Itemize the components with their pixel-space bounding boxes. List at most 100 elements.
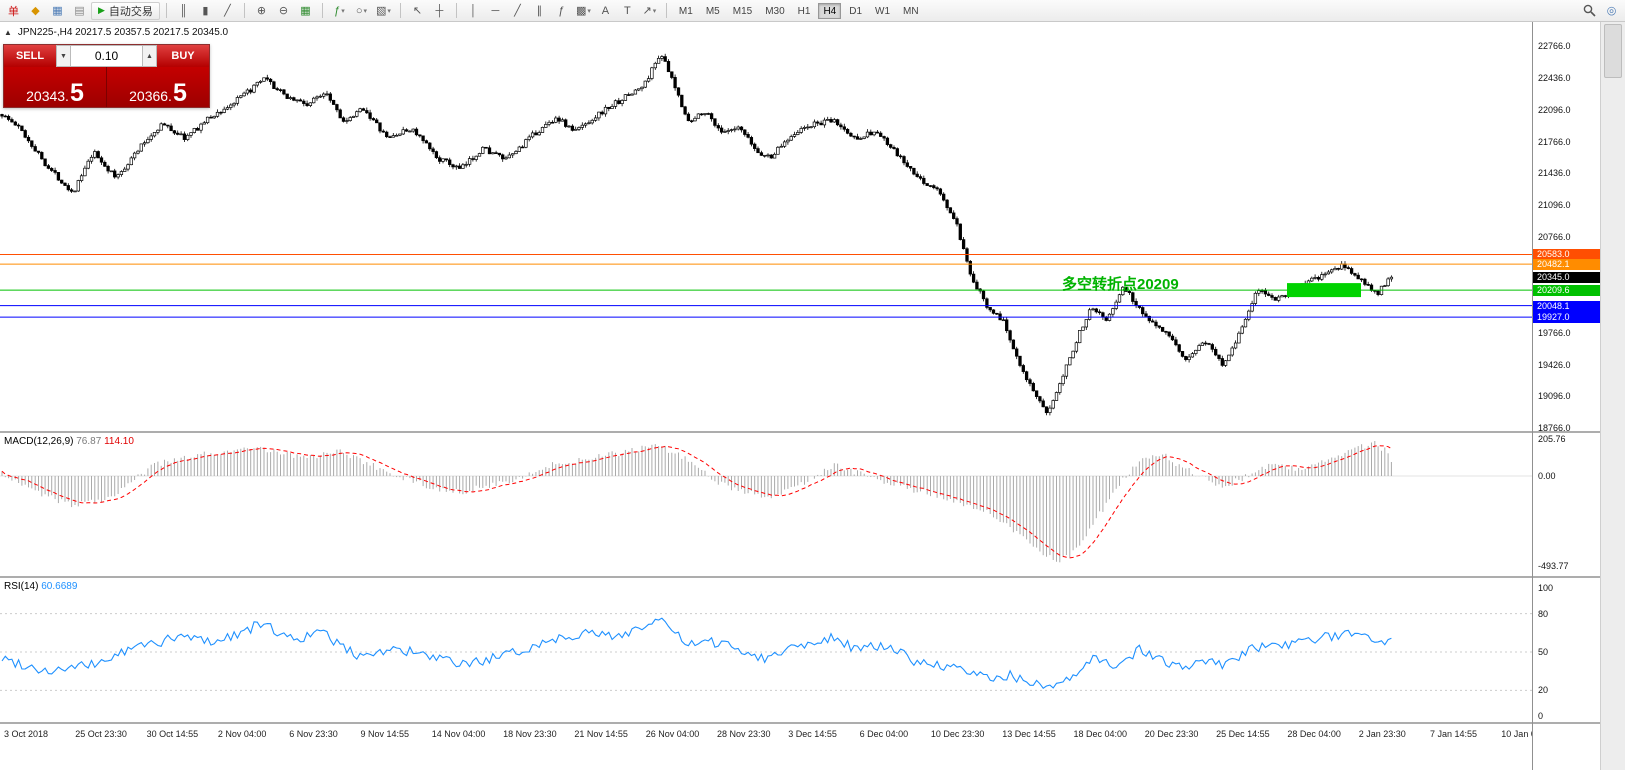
rsi-label: RSI(14) 60.6689 [4,581,77,592]
zoom-out-icon[interactable]: ⊖ [278,5,289,17]
toolbar-separator [665,3,667,18]
dropdown-arrow-icon[interactable]: ▾ [363,7,367,15]
axis-tick-label: 21096.0 [1538,200,1571,211]
time-axis[interactable]: 3 Oct 2018 25 Oct 23:30 30 Oct 14:55 2 Nov … [0,724,1553,747]
time-axis-label: 25 Dec 14:55 [1216,729,1270,739]
timeframe-m30-button[interactable]: M30 [765,5,785,17]
sell-price-display[interactable]: 20343. 5 [4,67,106,107]
indicators-icon[interactable]: ƒ ▾ [334,4,345,17]
pane-separator [1533,431,1601,433]
price-level-tag: 20583.0 [1533,249,1600,261]
price-level-tag: 19927.0 [1533,312,1600,324]
timeframe-m15-button[interactable]: M15 [732,5,753,17]
toolbar-separator [399,3,401,18]
pane-separator [1533,576,1601,578]
dropdown-arrow-icon[interactable]: ▾ [387,7,391,15]
trade-panel-prices: 20343. 5 20366. 5 [4,67,209,107]
lot-size-input[interactable] [71,45,142,67]
orders-icon[interactable]: 单 [8,5,19,18]
sell-button[interactable]: SELL [4,45,56,67]
candlestick-chart-icon[interactable]: ▮ [202,5,209,17]
price-level-tag: 20345.0 [1533,272,1600,284]
price-level-tag: 20482.1 [1533,259,1600,271]
new-order-icon[interactable]: ◆ [31,5,40,17]
macd-signal-value: 114.10 [104,436,134,447]
time-axis-label: 28 Dec 04:00 [1287,729,1341,739]
charts-column: ▲ JPN225-,H4 20217.5 20357.5 20217.5 203… [0,22,1553,770]
macd-indicator-pane[interactable]: MACD(12,26,9) 76.87 114.10 [0,433,1532,578]
crosshair-icon[interactable]: ┼ [435,4,444,17]
axis-tick-label: 21436.0 [1538,168,1571,178]
vertical-scrollbar[interactable] [1600,22,1625,770]
auto-arrange-icon[interactable]: ▦ [300,5,311,17]
trendline-icon[interactable]: ╱ [514,5,521,17]
pane-separator [1533,722,1601,724]
toolbar-separator [243,3,245,18]
terminal-icon[interactable]: ▤ [74,5,85,17]
time-axis-label: 30 Oct 14:55 [146,729,199,739]
chart-annotation-text: 多空转折点20209 [1062,276,1179,294]
dropdown-arrow-icon[interactable]: ▾ [341,7,345,15]
time-axis-label: 9 Nov 14:55 [360,729,410,739]
timeframe-w1-button[interactable]: W1 [875,5,891,17]
time-axis-label: 18 Nov 23:30 [503,729,557,739]
time-axis-label: 20 Dec 23:30 [1144,729,1199,739]
timeframe-m1-button[interactable]: M1 [678,5,693,17]
vertical-line-icon[interactable]: │ [469,4,477,17]
scrollbar-thumb[interactable] [1604,24,1622,78]
equidistant-channel-icon[interactable]: ∥ [536,5,543,17]
timeframe-m5-button[interactable]: M5 [705,5,720,17]
axis-tick-label: 18766.0 [1538,423,1571,433]
axis-tick-label: 20 [1538,685,1549,696]
time-axis-label: 26 Nov 04:00 [645,729,700,739]
text-label-icon[interactable]: T [624,4,631,17]
time-axis-label: 21 Nov 14:55 [574,729,628,739]
lot-increase-button[interactable]: ▲ [142,45,157,67]
buy-price-display[interactable]: 20366. 5 [106,67,209,107]
bar-chart-icon[interactable]: ║ [179,4,188,17]
timeframe-mn-button[interactable]: MN [903,5,919,17]
rsi-name: RSI(14) [4,581,39,592]
time-axis-label: 18 Dec 04:00 [1073,729,1128,739]
buy-button[interactable]: BUY [157,45,209,67]
cursor-icon[interactable]: ↖ [412,5,423,17]
periods-icon[interactable]: ○ ▾ [355,4,367,17]
dropdown-arrow-icon[interactable]: ▾ [652,7,657,15]
price-axis-column[interactable]: 22766.0 22436.0 22096.0 21766.0 21436.0 21096… [1532,22,1601,770]
arrows-icon[interactable]: ↗ ▾ [642,5,657,17]
one-click-toggle-icon[interactable]: ▲ [4,28,12,37]
buy-price-main: 20366. [129,88,172,104]
time-axis-label: 14 Nov 04:00 [431,729,486,739]
price-chart-pane[interactable]: ▲ JPN225-,H4 20217.5 20357.5 20217.5 203… [0,22,1532,433]
shapes-icon[interactable]: ▩ ▾ [575,5,591,17]
zoom-in-icon[interactable]: ⊕ [256,5,267,17]
community-icon[interactable]: ◎ [1606,5,1617,17]
timeframe-h1-button[interactable]: H1 [797,5,811,17]
time-axis-label: 28 Nov 23:30 [717,729,771,739]
time-axis-label: 3 Oct 2018 [4,729,49,739]
time-axis-label: 3 Dec 14:55 [788,729,837,739]
rsi-indicator-pane[interactable]: RSI(14) 60.6689 [0,578,1532,724]
time-axis-label: 25 Oct 23:30 [75,729,127,739]
toolbar-separator [455,3,457,18]
text-icon[interactable]: A [601,4,610,17]
chart-workspace: ▲ JPN225-,H4 20217.5 20357.5 20217.5 203… [0,22,1625,770]
profiles-icon[interactable]: ▦ [52,5,63,17]
templates-icon[interactable]: ▧ ▾ [375,5,391,17]
auto-trading-button[interactable]: ▶ 自动交易 [91,1,160,20]
timeframe-d1-button[interactable]: D1 [849,5,863,17]
lot-decrease-button[interactable]: ▼ [56,45,71,67]
dropdown-arrow-icon[interactable]: ▾ [587,7,591,15]
symbol-ohlc-text: JPN225-,H4 20217.5 20357.5 20217.5 20345… [17,27,229,38]
candlestick-chart[interactable] [0,22,1532,431]
fibonacci-icon[interactable]: ƒ [558,4,565,17]
trade-panel-controls: SELL ▼ ▲ BUY [4,45,209,67]
play-icon: ▶ [98,5,105,15]
line-chart-icon[interactable]: ╱ [224,5,231,17]
timeframe-h4-button[interactable]: H4 [818,2,842,19]
search-icon[interactable] [1579,2,1600,20]
main-toolbar: 单 ◆ ▦ ▤ ▶ 自动交易 ║ ▮ ╱ ⊕ ⊖ ▦ ƒ ▾ ○ ▾ ▧ ▾ ↖ ┼ │ ─ ╱ ∥ ƒ ▩ ▾ A T ↗ ▾ M1 M5 M1… [0,0,1625,22]
toolbar-separator [165,3,167,18]
horizontal-line-icon[interactable]: ─ [491,4,500,17]
